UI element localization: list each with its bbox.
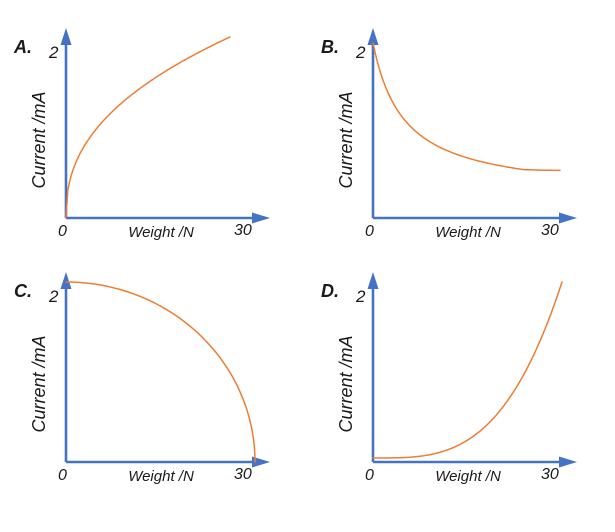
svg-text:Current /mA: Current /mA	[336, 335, 356, 432]
svg-text:2: 2	[355, 287, 366, 306]
svg-text:C.: C.	[14, 281, 32, 301]
svg-text:0: 0	[58, 223, 67, 240]
svg-text:Weight /N: Weight /N	[435, 224, 501, 241]
svg-text:Current /mA: Current /mA	[336, 91, 356, 188]
svg-text:Current /mA: Current /mA	[29, 335, 49, 432]
svg-text:Weight /N: Weight /N	[435, 468, 501, 485]
svg-text:2: 2	[355, 43, 366, 62]
svg-text:Weight /N: Weight /N	[128, 224, 194, 241]
svg-text:D.: D.	[321, 281, 339, 301]
svg-text:30: 30	[234, 222, 252, 239]
svg-text:30: 30	[234, 466, 252, 483]
svg-text:0: 0	[58, 467, 67, 484]
svg-text:2: 2	[48, 287, 59, 306]
svg-text:B.: B.	[321, 37, 339, 57]
svg-text:0: 0	[365, 223, 374, 240]
svg-text:Current /mA: Current /mA	[29, 91, 49, 188]
svg-text:30: 30	[541, 466, 559, 483]
svg-text:Weight /N: Weight /N	[128, 468, 194, 485]
svg-text:A.: A.	[13, 37, 32, 57]
svg-text:0: 0	[365, 467, 374, 484]
svg-text:2: 2	[48, 43, 59, 62]
svg-text:30: 30	[541, 222, 559, 239]
